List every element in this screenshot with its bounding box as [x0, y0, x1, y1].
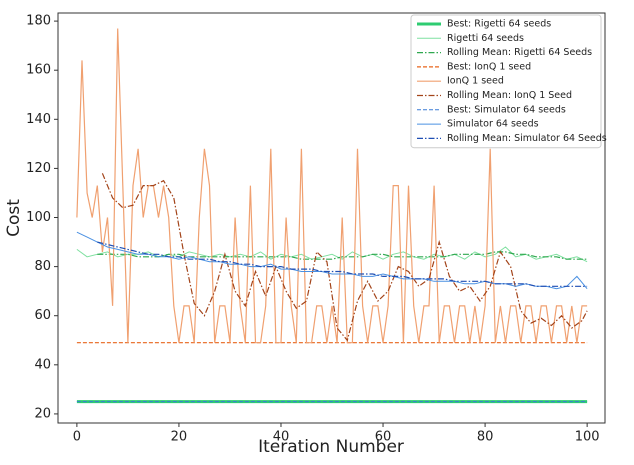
legend-label: Best: Rigetti 64 seeds — [447, 19, 551, 30]
y-tick-label: 100 — [26, 210, 51, 225]
series-line — [76, 28, 588, 344]
legend-label: Rolling Mean: Simulator 64 Seeds — [447, 133, 607, 144]
y-tick-label: 20 — [34, 406, 51, 421]
series-line — [97, 241, 588, 287]
legend-label: Best: IonQ 1 seed — [447, 61, 531, 72]
y-tick-label: 180 — [26, 14, 51, 29]
legend-label: Rigetti 64 seeds — [447, 33, 524, 44]
legend-box — [410, 14, 602, 149]
y-tick-label: 120 — [26, 161, 51, 176]
legend-label: Rolling Mean: IonQ 1 Seed — [447, 90, 572, 101]
x-axis-label: Iteration Number — [258, 437, 404, 457]
x-tick-label: 60 — [375, 430, 392, 445]
series-line — [76, 246, 588, 263]
x-tick-label: 40 — [273, 430, 290, 445]
legend-label: Rolling Mean: Rigetti 64 Seeds — [447, 47, 592, 58]
y-axis-label: Cost — [4, 199, 24, 237]
y-tick-label: 60 — [34, 308, 51, 323]
y-tick-label: 80 — [34, 259, 51, 274]
y-tick-label: 160 — [26, 63, 51, 78]
legend-label: IonQ 1 seed — [447, 76, 504, 87]
legend-label: Best: Simulator 64 seeds — [447, 104, 566, 115]
series-line — [101, 173, 588, 342]
legend-label: Simulator 64 seeds — [447, 119, 539, 130]
x-tick-label: 20 — [171, 430, 188, 445]
y-tick-label: 40 — [34, 357, 51, 372]
x-tick-label: 80 — [477, 430, 494, 445]
series-line — [97, 251, 588, 260]
y-tick-label: 140 — [26, 112, 51, 127]
x-tick-label: 100 — [575, 430, 600, 445]
series-line — [76, 231, 588, 290]
x-tick-label: 0 — [73, 430, 81, 445]
